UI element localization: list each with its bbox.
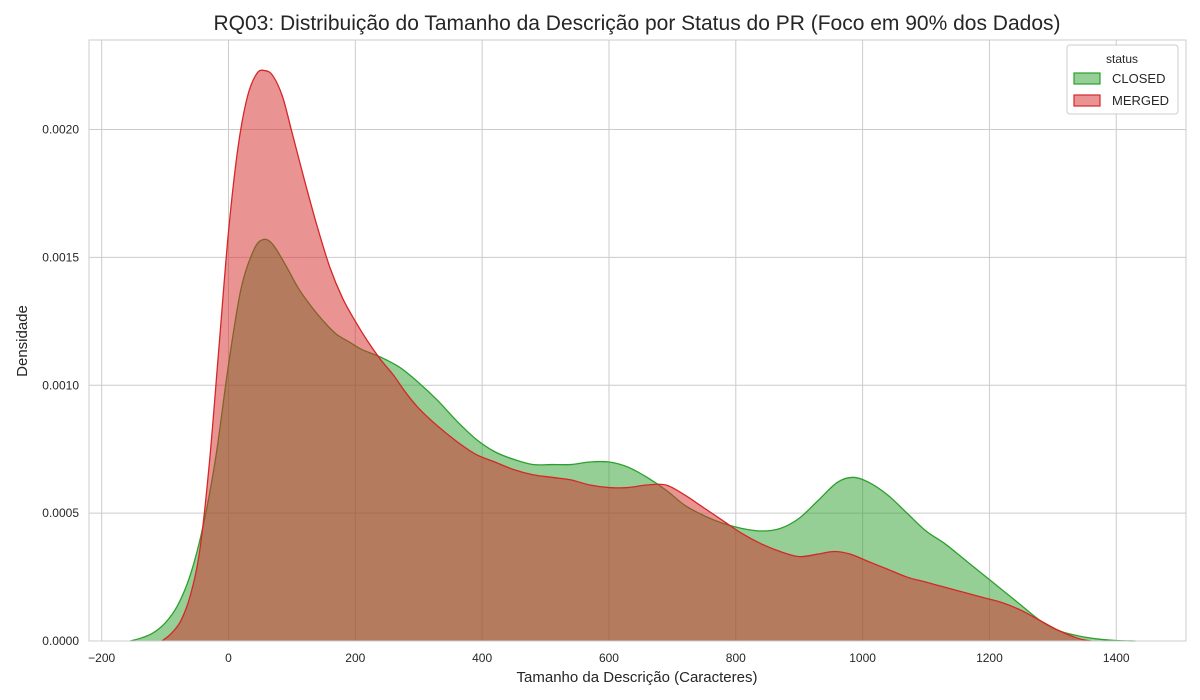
legend-label-closed: CLOSED: [1112, 71, 1165, 86]
density-areas: [130, 69, 1136, 642]
x-tick-label: 1000: [849, 651, 876, 665]
x-tick-label: 600: [599, 651, 619, 665]
x-axis-label: Tamanho da Descrição (Caracteres): [517, 669, 758, 686]
x-tick-label: 800: [726, 651, 746, 665]
x-tick-label: 400: [472, 651, 492, 665]
chart-title: RQ03: Distribuição do Tamanho da Descriç…: [213, 12, 1060, 35]
y-tick-label: 0.0005: [42, 506, 79, 520]
x-axis-ticks: −200 0 200 400 600 800 1000 1200 1400: [88, 651, 1130, 665]
x-tick-label: −200: [88, 651, 115, 665]
y-tick-label: 0.0000: [42, 634, 79, 648]
legend-title: status: [1106, 52, 1138, 66]
y-tick-label: 0.0015: [42, 250, 79, 264]
legend-items: CLOSED MERGED: [1073, 71, 1169, 108]
density-area-merged: [161, 70, 1091, 641]
density-line-merged: [161, 69, 1092, 642]
legend-label-merged: MERGED: [1112, 93, 1169, 108]
y-axis-label: Densidade: [14, 305, 31, 377]
x-tick-label: 1200: [976, 651, 1003, 665]
y-tick-label: 0.0020: [42, 123, 79, 137]
legend-swatch-closed: [1073, 72, 1101, 85]
legend: status CLOSED MERGED: [1066, 44, 1179, 115]
y-tick-label: 0.0010: [42, 378, 79, 392]
plot-frame: [88, 39, 1187, 642]
x-tick-label: 1400: [1103, 651, 1130, 665]
y-axis-ticks: 0.0000 0.0005 0.0010 0.0015 0.0020: [42, 123, 79, 648]
x-tick-label: 200: [345, 651, 365, 665]
legend-swatch-merged: [1073, 94, 1101, 107]
x-tick-label: 0: [225, 651, 232, 665]
